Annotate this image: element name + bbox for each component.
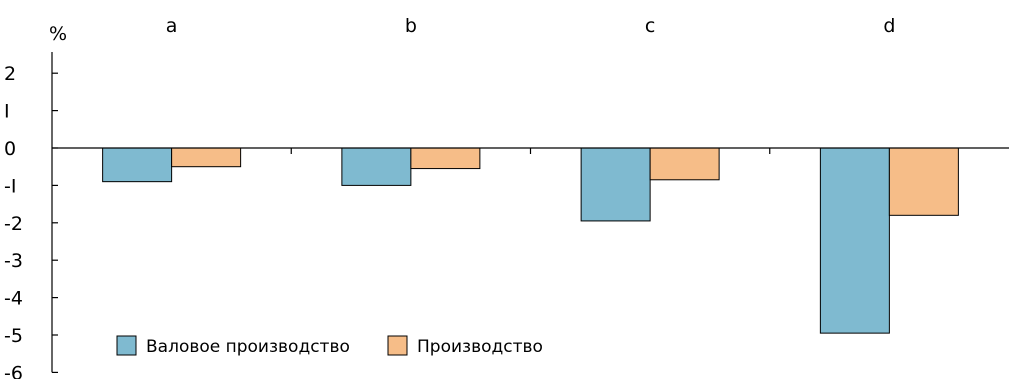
- legend: Валовое производство Производство: [116, 335, 543, 357]
- category-label: a: [166, 15, 178, 37]
- category-label: c: [645, 15, 655, 37]
- y-tick-label: -2: [4, 213, 23, 235]
- y-tick-label: 2: [4, 63, 16, 85]
- plot-area: 2 I 0 -I -2 -3 -4 -5 -6 a b c d: [4, 15, 1009, 379]
- y-tick-label: -4: [4, 288, 23, 310]
- bar: [102, 147, 173, 183]
- y-tick-label: 0: [4, 138, 16, 160]
- y-tick-label: -I: [4, 175, 16, 197]
- bar: [410, 147, 481, 170]
- y-tick-label: -5: [4, 325, 23, 347]
- y-tick-label: I: [4, 101, 10, 123]
- bar: [171, 147, 242, 168]
- bar: [819, 147, 890, 334]
- bar: [649, 147, 720, 181]
- legend-label: Производство: [417, 337, 543, 357]
- legend-swatch: [387, 335, 408, 356]
- bar: [580, 147, 651, 222]
- y-unit-label: %: [49, 23, 67, 45]
- category-label: d: [883, 15, 895, 37]
- category-label: b: [405, 15, 417, 37]
- bar: [888, 147, 959, 216]
- bar: [341, 147, 412, 186]
- y-tick-label: -6: [4, 362, 23, 379]
- legend-label: Валовое производство: [146, 337, 350, 357]
- legend-swatch: [116, 335, 137, 356]
- y-tick-label: -3: [4, 250, 23, 272]
